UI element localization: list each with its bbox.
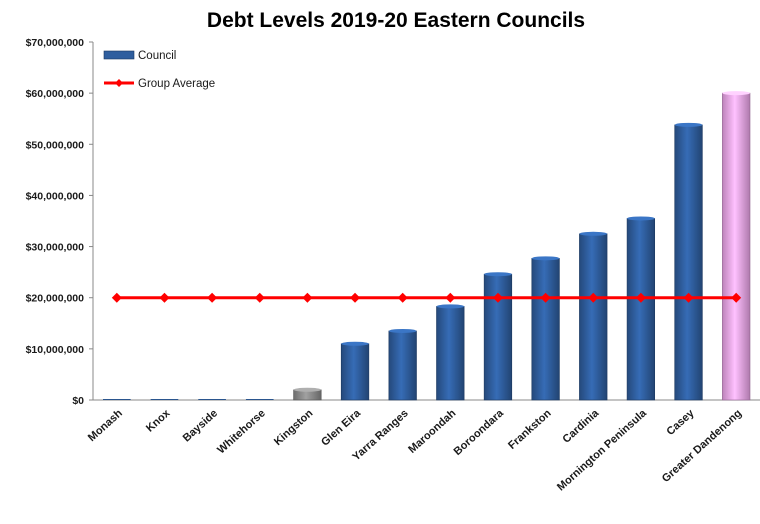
bar-body: [674, 124, 703, 401]
x-tick-label: Whitehorse: [215, 407, 268, 456]
bar-body: [198, 399, 226, 400]
y-tick-label: $20,000,000: [26, 293, 85, 305]
bar-top: [436, 304, 465, 309]
group-average-marker: [445, 292, 456, 303]
legend-group-average-marker: [115, 79, 123, 87]
bar-body: [626, 218, 656, 401]
chart-title: Debt Levels 2019-20 Eastern Councils: [207, 9, 585, 32]
bar-body: [436, 306, 465, 401]
group-average-marker: [111, 292, 122, 303]
y-tick-label: $70,000,000: [26, 37, 85, 49]
y-tick-label: $60,000,000: [26, 88, 85, 100]
group-average-marker: [492, 292, 503, 303]
group-average-marker: [254, 292, 265, 303]
bar-top: [674, 122, 703, 127]
bar-top: [293, 387, 322, 392]
bar-frankston: [531, 256, 560, 401]
group-average-marker: [350, 292, 361, 303]
x-tick-label: Knox: [144, 407, 173, 435]
x-tick-label: Bayside: [181, 407, 220, 444]
y-tick-label: $30,000,000: [26, 242, 85, 254]
group-average-marker: [540, 292, 551, 303]
bar-greater-dandenong: [722, 91, 751, 401]
x-tick-label: Casey: [664, 407, 697, 438]
group-average-line: [111, 292, 742, 303]
bar-monash: [103, 399, 131, 400]
x-tick-label: Kingston: [272, 407, 316, 448]
y-tick-label: $40,000,000: [26, 190, 85, 202]
legend: Council Group Average: [103, 50, 215, 90]
bar-top: [341, 341, 369, 346]
bar-yarra-ranges: [388, 328, 417, 401]
legend-group-average-label: Group Average: [138, 78, 215, 90]
bar-cardinia: [579, 231, 608, 401]
group-average-marker: [683, 292, 694, 303]
bar-body: [103, 399, 131, 400]
y-axis-tick-labels: $0 $10,000,000 $20,000,000 $30,000,000 $40,0…: [26, 37, 85, 407]
legend-council-swatch: [103, 50, 135, 60]
y-tick-label: $0: [72, 395, 84, 407]
bar-top: [388, 328, 417, 333]
bar-body: [150, 399, 179, 400]
bar-mornington-peninsula: [626, 216, 656, 401]
x-tick-label: Monash: [86, 407, 125, 444]
bar-top: [627, 216, 655, 221]
x-tick-label: Frankston: [506, 407, 554, 452]
chart-axes: [89, 41, 760, 401]
legend-council-label: Council: [138, 50, 176, 62]
bar-top: [484, 272, 512, 277]
bar-body: [340, 343, 370, 401]
x-tick-label: Boroondara: [452, 407, 507, 458]
x-tick-label: Mornington Peninsula: [555, 407, 650, 494]
council-bars: [103, 91, 751, 401]
bar-casey: [674, 122, 703, 401]
bar-body: [245, 399, 274, 400]
group-average-marker: [159, 292, 170, 303]
group-average-marker: [397, 292, 408, 303]
group-average-marker: [302, 292, 313, 303]
y-tick-label: $50,000,000: [26, 139, 85, 151]
bar-boroondara: [483, 272, 513, 401]
bar-maroondah: [436, 304, 465, 401]
group-average-marker: [207, 292, 218, 303]
bar-kingston: [293, 387, 322, 401]
bar-bayside: [198, 399, 226, 400]
bar-top: [531, 256, 560, 261]
bar-body: [531, 258, 560, 401]
bar-body: [722, 92, 751, 401]
bar-body: [579, 233, 608, 401]
bar-top: [722, 91, 750, 96]
bar-top: [579, 231, 608, 236]
y-tick-label: $10,000,000: [26, 344, 85, 356]
bar-glen-eira: [340, 341, 370, 401]
group-average-marker: [588, 292, 599, 303]
group-average-marker: [731, 292, 742, 303]
x-tick-label: Glen Eira: [319, 407, 364, 449]
bar-whitehorse: [245, 399, 274, 400]
x-tick-label: Cardinia: [561, 407, 602, 446]
x-tick-label: Greater Dandenong: [660, 407, 744, 485]
bar-body: [388, 330, 417, 401]
bar-knox: [150, 399, 179, 400]
group-average-marker: [635, 292, 646, 303]
